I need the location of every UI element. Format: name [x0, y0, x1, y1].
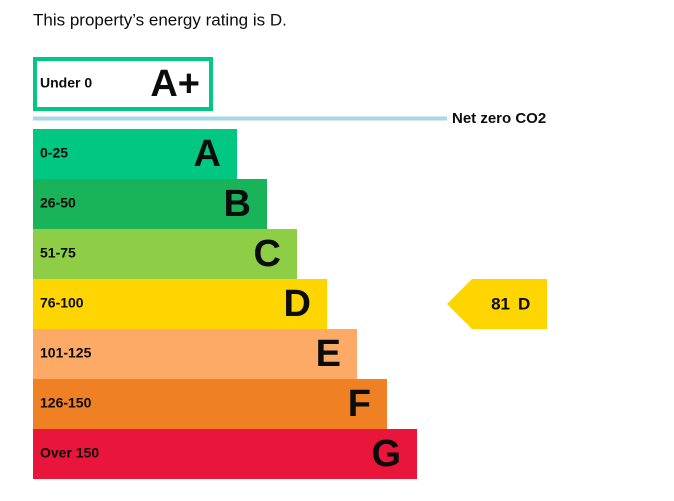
- band-range: 0-25: [40, 145, 68, 161]
- band-range: 51-75: [40, 245, 76, 261]
- band-letter: B: [224, 183, 251, 225]
- band-letter: A: [194, 133, 221, 175]
- heading: This property’s energy rating is D.: [33, 10, 287, 29]
- band-bar: [33, 229, 297, 279]
- band-letter: G: [371, 433, 401, 475]
- band-letter: F: [348, 383, 371, 425]
- band-bar: [33, 379, 387, 429]
- band-letter: E: [316, 333, 341, 375]
- top-band-range: Under 0: [40, 75, 92, 91]
- band-bar: [33, 429, 417, 479]
- top-band-letter: A+: [150, 63, 200, 105]
- top-band-box: [33, 57, 213, 111]
- band-range: 101-125: [40, 345, 92, 361]
- band-range: 26-50: [40, 195, 76, 211]
- current-letter: D: [518, 294, 530, 313]
- band-bar: [33, 179, 267, 229]
- current-score: 81: [491, 294, 510, 313]
- band-range: 126-150: [40, 395, 92, 411]
- net-zero-label: Net zero CO2: [452, 110, 546, 127]
- band-bar: [33, 329, 357, 379]
- band-bar: [33, 279, 327, 329]
- band-range: 76-100: [40, 295, 84, 311]
- band-letter: D: [284, 283, 311, 325]
- band-range: Over 150: [40, 445, 99, 461]
- band-letter: C: [254, 233, 281, 275]
- current-rating-arrow: [447, 279, 547, 329]
- band-bar: [33, 129, 237, 179]
